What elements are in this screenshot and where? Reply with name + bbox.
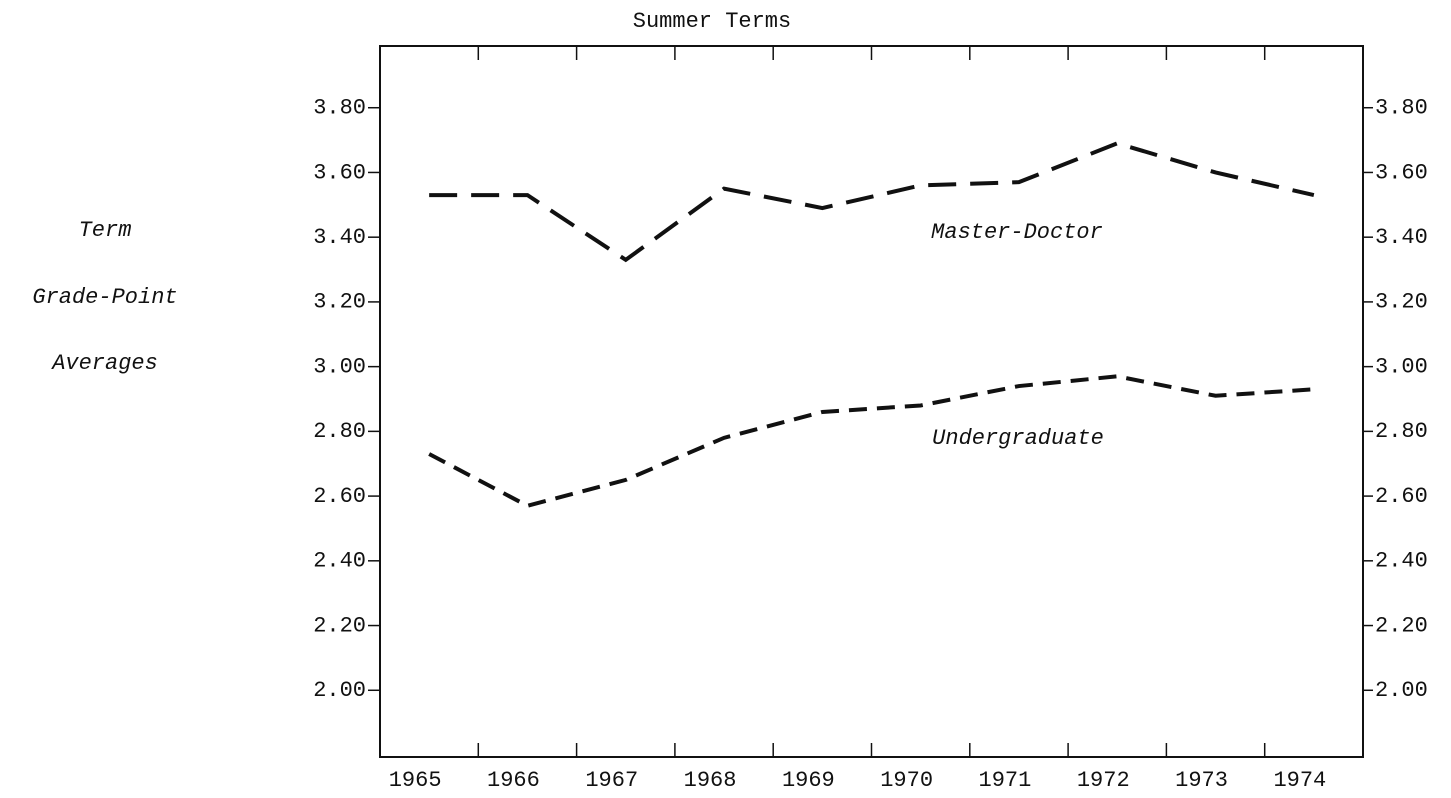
x-tick-label: 1972 [1077,768,1130,793]
x-tick-label: 1965 [389,768,442,793]
series-line [429,141,1315,263]
y2-tick-label: 3.20 [1375,290,1428,315]
y-tick-label: 2.20 [313,613,366,638]
y-axis-label: Term [79,218,132,243]
y2-tick-label: 2.60 [1375,484,1428,509]
series-label: Master-Doctor [931,220,1103,245]
y-tick-label: 2.00 [313,678,366,703]
series-label: Undergraduate [932,426,1104,451]
y2-tick-label: 2.40 [1375,549,1428,574]
y-axis-label: Grade-Point [32,285,177,310]
x-tick-label: 1968 [684,768,737,793]
y2-tick-label: 2.80 [1375,419,1428,444]
y2-tick-label: 3.00 [1375,354,1428,379]
x-tick-label: 1969 [782,768,835,793]
x-tick-label: 1970 [880,768,933,793]
x-tick-label: 1973 [1175,768,1228,793]
y-axis-label: Averages [50,351,158,376]
plot-frame [379,45,1364,758]
y-tick-label: 2.80 [313,419,366,444]
y2-tick-label: 3.40 [1375,225,1428,250]
y-tick-label: 2.40 [313,549,366,574]
y-tick-label: 3.20 [313,290,366,315]
x-tick-label: 1974 [1273,768,1326,793]
y-tick-label: 3.60 [313,160,366,185]
y-tick-label: 3.40 [313,225,366,250]
y2-tick-label: 3.60 [1375,160,1428,185]
chart-title: Summer Terms [633,9,791,34]
y-tick-label: 3.80 [313,96,366,121]
y2-tick-label: 2.20 [1375,613,1428,638]
y2-tick-label: 2.00 [1375,678,1428,703]
y-tick-label: 2.60 [313,484,366,509]
y2-tick-label: 3.80 [1375,96,1428,121]
y-tick-label: 3.00 [313,354,366,379]
x-tick-label: 1971 [979,768,1032,793]
x-tick-label: 1966 [487,768,540,793]
x-tick-label: 1967 [585,768,638,793]
series-line [428,374,1314,508]
